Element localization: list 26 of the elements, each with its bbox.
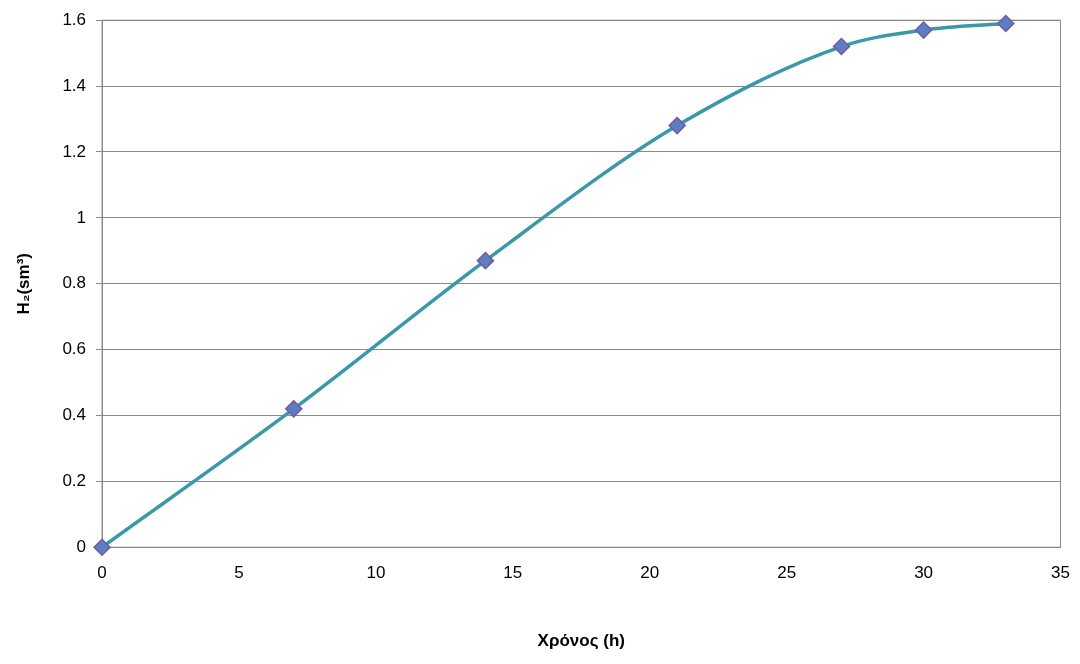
point [284, 400, 303, 418]
y-axis-title: H₂(sm³) [13, 253, 33, 315]
point [668, 116, 686, 135]
point [832, 37, 851, 56]
point [93, 538, 111, 556]
x-tick-label: 25 [777, 563, 797, 583]
y-tick-label: 1.4 [62, 75, 87, 95]
y-tick-label: 1.2 [62, 141, 87, 161]
y-tick-label: 1 [76, 207, 87, 227]
point [476, 251, 495, 270]
x-tick-label: 10 [366, 563, 386, 583]
y-tick-label: 0 [76, 536, 87, 556]
point [914, 21, 933, 39]
x-axis-title: Χρόνος (h) [537, 631, 625, 651]
x-tick-label: 30 [914, 563, 934, 583]
point [997, 14, 1015, 33]
x-tick-label: 0 [97, 563, 107, 583]
y-tick-label: 0.2 [62, 471, 87, 491]
y-tick-label: 0.4 [62, 405, 87, 425]
x-tick-label: 20 [640, 563, 660, 583]
y-tick-label: 1.6 [62, 9, 87, 29]
x-tick-label: 35 [1051, 563, 1071, 583]
x-tick-label: 15 [503, 563, 523, 583]
x-tick-label: 5 [234, 563, 244, 583]
y-tick-label: 0.8 [62, 273, 87, 293]
y-tick-label: 0.6 [62, 339, 87, 359]
